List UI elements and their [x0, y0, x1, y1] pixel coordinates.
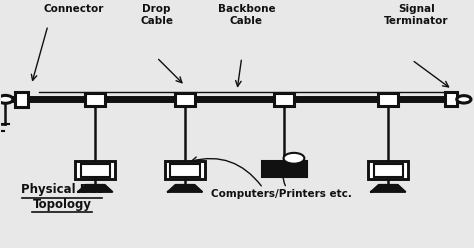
FancyBboxPatch shape: [15, 92, 28, 107]
FancyBboxPatch shape: [170, 164, 200, 177]
FancyBboxPatch shape: [368, 161, 408, 180]
Text: Physical Bus
Topology: Physical Bus Topology: [21, 183, 104, 211]
Text: Signal
Terminator: Signal Terminator: [384, 4, 449, 26]
Circle shape: [283, 153, 304, 164]
Circle shape: [457, 96, 471, 103]
FancyBboxPatch shape: [165, 161, 205, 180]
Polygon shape: [168, 185, 202, 192]
FancyBboxPatch shape: [274, 93, 294, 106]
Text: Drop
Cable: Drop Cable: [140, 4, 173, 26]
FancyBboxPatch shape: [445, 93, 457, 106]
FancyBboxPatch shape: [374, 164, 403, 177]
FancyBboxPatch shape: [262, 161, 307, 177]
Polygon shape: [371, 185, 405, 192]
Circle shape: [0, 95, 13, 103]
FancyBboxPatch shape: [175, 93, 195, 106]
FancyBboxPatch shape: [81, 164, 110, 177]
FancyBboxPatch shape: [85, 93, 105, 106]
Text: Computers/Printers etc.: Computers/Printers etc.: [211, 189, 352, 199]
FancyBboxPatch shape: [75, 161, 115, 180]
Text: Backbone
Cable: Backbone Cable: [218, 4, 275, 26]
FancyBboxPatch shape: [378, 93, 398, 106]
Text: Connector: Connector: [43, 4, 104, 14]
Polygon shape: [78, 185, 112, 192]
